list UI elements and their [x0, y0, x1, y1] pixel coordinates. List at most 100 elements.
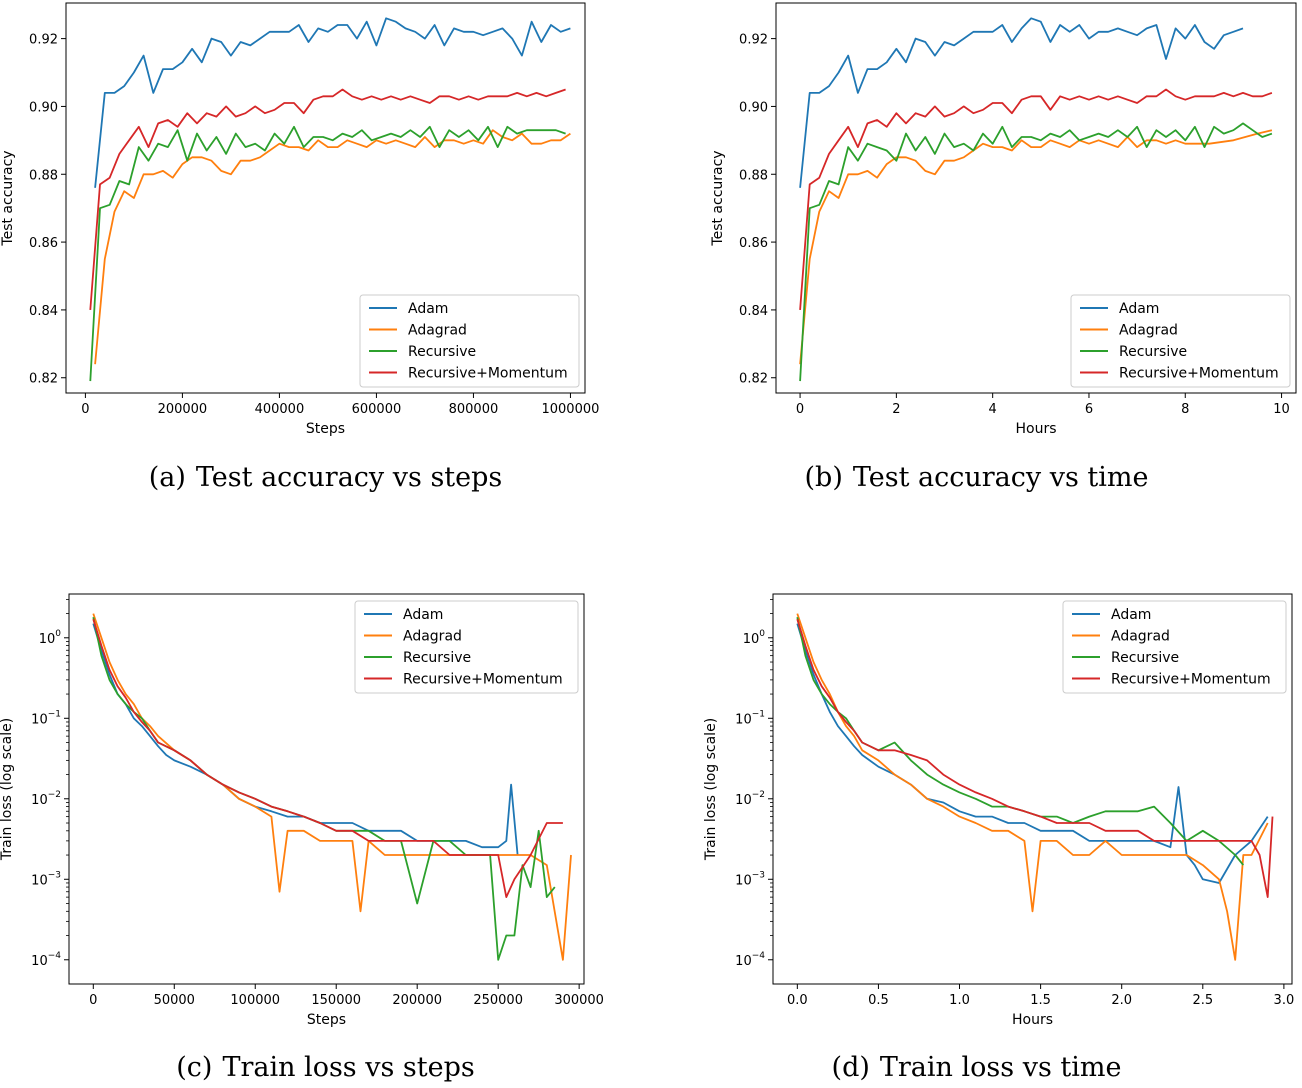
series-line-adam	[799, 17, 1244, 188]
y-tick-base: 10	[31, 712, 48, 727]
legend-box	[359, 294, 580, 388]
series-group	[796, 613, 1274, 961]
caption-a-tag: (a)	[148, 462, 186, 493]
series-line-recursive-momentum	[89, 88, 566, 310]
y-axis-label: Train loss (log scale)	[0, 718, 15, 861]
x-tick-label: 50000	[154, 993, 195, 1008]
series-line-adam	[92, 623, 519, 856]
y-tick-label: 0.84	[29, 304, 58, 319]
legend: Adam Adagrad Recursive Recursive+Momentum	[354, 600, 579, 694]
legend-label: Recursive	[1111, 650, 1179, 666]
y-tick-label: 0.82	[739, 372, 768, 387]
y-tick-label: 10−2	[31, 790, 61, 808]
y-tick-label: 10−4	[31, 951, 61, 969]
plot-frame	[772, 593, 1293, 985]
x-tick-label: 0.0	[787, 993, 808, 1008]
x-axis-label: Hours	[1012, 1012, 1053, 1028]
plot-frame	[65, 2, 586, 394]
caption-c: (c) Train loss vs steps	[0, 1052, 651, 1083]
y-tick-base: 10	[735, 954, 752, 969]
y-tick-label: 10−1	[735, 709, 765, 727]
y-tick-exponent: 0	[55, 629, 61, 639]
series-group	[89, 17, 571, 382]
x-tick-label: 4	[989, 402, 997, 417]
x-tick-label: 1.0	[949, 993, 970, 1008]
legend: Adam Adagrad Recursive Recursive+Momentum	[1062, 600, 1287, 694]
x-tick-label: 1000000	[541, 402, 599, 417]
caption-c-text: Train loss vs steps	[222, 1052, 475, 1083]
legend-label: Adagrad	[403, 629, 462, 645]
y-tick-label: 0.88	[29, 168, 58, 183]
series-line-adam	[94, 17, 571, 188]
legend-box	[354, 600, 579, 694]
caption-b-text: Test accuracy vs time	[852, 462, 1149, 493]
series-line-recursive-momentum	[799, 88, 1273, 310]
x-tick-label: 200000	[392, 993, 442, 1008]
x-tick-label: 1.5	[1030, 993, 1051, 1008]
y-tick-base: 10	[31, 954, 48, 969]
y-axis-label: Test accuracy	[0, 150, 16, 246]
x-tick-label: 0	[81, 402, 89, 417]
x-tick-label: 6	[1085, 402, 1093, 417]
legend-label: Adagrad	[1111, 629, 1170, 645]
y-tick-label: 100	[743, 629, 766, 647]
series-group	[92, 613, 572, 961]
legend-label: Recursive	[408, 344, 476, 360]
x-tick-label: 2.5	[1192, 993, 1213, 1008]
legend-label: Adagrad	[1119, 323, 1178, 339]
x-tick-label: 3.0	[1274, 993, 1295, 1008]
y-axis-label: Train loss (log scale)	[703, 718, 719, 861]
y-tick-label: 0.88	[739, 168, 768, 183]
chart-d: 0.0 0.5 1.0 1.5 2.0 2.5 3.010−410−310−210−1100…	[703, 593, 1295, 1028]
legend-label: Recursive+Momentum	[1111, 672, 1271, 688]
y-tick-base: 10	[743, 632, 760, 647]
legend-label: Adam	[1111, 607, 1151, 623]
caption-a: (a) Test accuracy vs steps	[0, 462, 651, 493]
caption-c-tag: (c)	[176, 1052, 213, 1083]
y-tick-label: 10−1	[31, 709, 61, 727]
chart-c: 0 50000 100000 150000 200000 250000 30000010−4…	[0, 593, 604, 1028]
y-tick-label: 0.86	[29, 236, 58, 251]
x-axis-label: Hours	[1015, 421, 1056, 437]
x-axis-label: Steps	[307, 1012, 346, 1028]
caption-d-text: Train loss vs time	[879, 1052, 1122, 1083]
x-tick-label: 8	[1181, 402, 1189, 417]
x-tick-label: 0.5	[868, 993, 889, 1008]
y-tick-exponent: −1	[48, 709, 61, 719]
x-tick-label: 0	[796, 402, 804, 417]
y-tick-exponent: −1	[752, 709, 765, 719]
x-tick-label: 150000	[311, 993, 361, 1008]
chart-b: 0 2 4 6 8 10 0.82 0.84 0.86 0.88 0.90 0.92 Hours Test…	[710, 2, 1297, 437]
y-tick-label: 0.86	[739, 236, 768, 251]
y-tick-base: 10	[31, 793, 48, 808]
y-tick-label: 10−3	[31, 870, 61, 888]
caption-d: (d) Train loss vs time	[651, 1052, 1302, 1083]
x-tick-label: 10	[1273, 402, 1290, 417]
caption-a-text: Test accuracy vs steps	[195, 462, 503, 493]
x-tick-label: 0	[89, 993, 97, 1008]
series-line-adagrad	[796, 613, 1269, 961]
x-tick-label: 300000	[554, 993, 604, 1008]
y-tick-label: 0.84	[739, 304, 768, 319]
series-line-recursive-momentum	[92, 618, 563, 898]
y-tick-exponent: −2	[48, 790, 61, 800]
legend: Adam Adagrad Recursive Recursive+Momentum	[359, 294, 580, 388]
x-tick-label: 2.0	[1111, 993, 1132, 1008]
legend-label: Recursive	[1119, 344, 1187, 360]
y-tick-base: 10	[39, 632, 56, 647]
y-tick-base: 10	[31, 873, 48, 888]
legend-label: Recursive+Momentum	[1119, 366, 1279, 382]
legend-label: Recursive+Momentum	[408, 366, 568, 382]
y-tick-label: 0.90	[739, 100, 768, 115]
legend-label: Adagrad	[408, 323, 467, 339]
chart-a: 0 200000 400000 600000 800000 1000000 0.82 0.84…	[0, 2, 599, 437]
y-tick-exponent: −4	[48, 951, 62, 961]
y-tick-base: 10	[735, 712, 752, 727]
x-tick-label: 2	[892, 402, 900, 417]
caption-b: (b) Test accuracy vs time	[651, 462, 1302, 493]
y-tick-exponent: 0	[759, 629, 765, 639]
y-tick-label: 0.92	[29, 33, 58, 48]
series-group	[799, 17, 1273, 382]
y-tick-exponent: −2	[752, 790, 765, 800]
